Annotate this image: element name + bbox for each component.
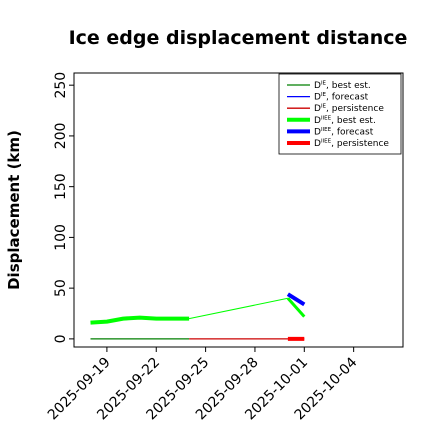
y-tick-label: 50: [53, 279, 69, 297]
legend-entry: DIIEE, forecast: [314, 127, 374, 138]
legend-entry: DIIEE, best est.: [314, 115, 376, 126]
y-tick-label: 0: [53, 334, 69, 343]
series-line: [286, 292, 306, 307]
legend-entry: DIE, forecast: [314, 92, 369, 103]
series-line: [90, 315, 190, 325]
legend-entry: DIIEE, persistence: [314, 139, 389, 150]
plot-frame: [73, 72, 404, 348]
legend-box: [278, 73, 402, 155]
y-tick-label: 150: [53, 173, 69, 200]
y-axis-label: Displacement (km): [5, 130, 23, 290]
y-tick-label: 100: [53, 224, 69, 251]
legend-entry: DIE, persistence: [314, 104, 384, 115]
y-tick-label: 200: [53, 123, 69, 150]
series-line: [286, 297, 306, 318]
plot-area: [90, 292, 306, 341]
chart-title: Ice edge displacement distance: [69, 27, 408, 49]
y-tick-label: 250: [53, 72, 69, 99]
series-line: [188, 297, 289, 320]
legend-entry: DIE, best est.: [314, 81, 371, 92]
